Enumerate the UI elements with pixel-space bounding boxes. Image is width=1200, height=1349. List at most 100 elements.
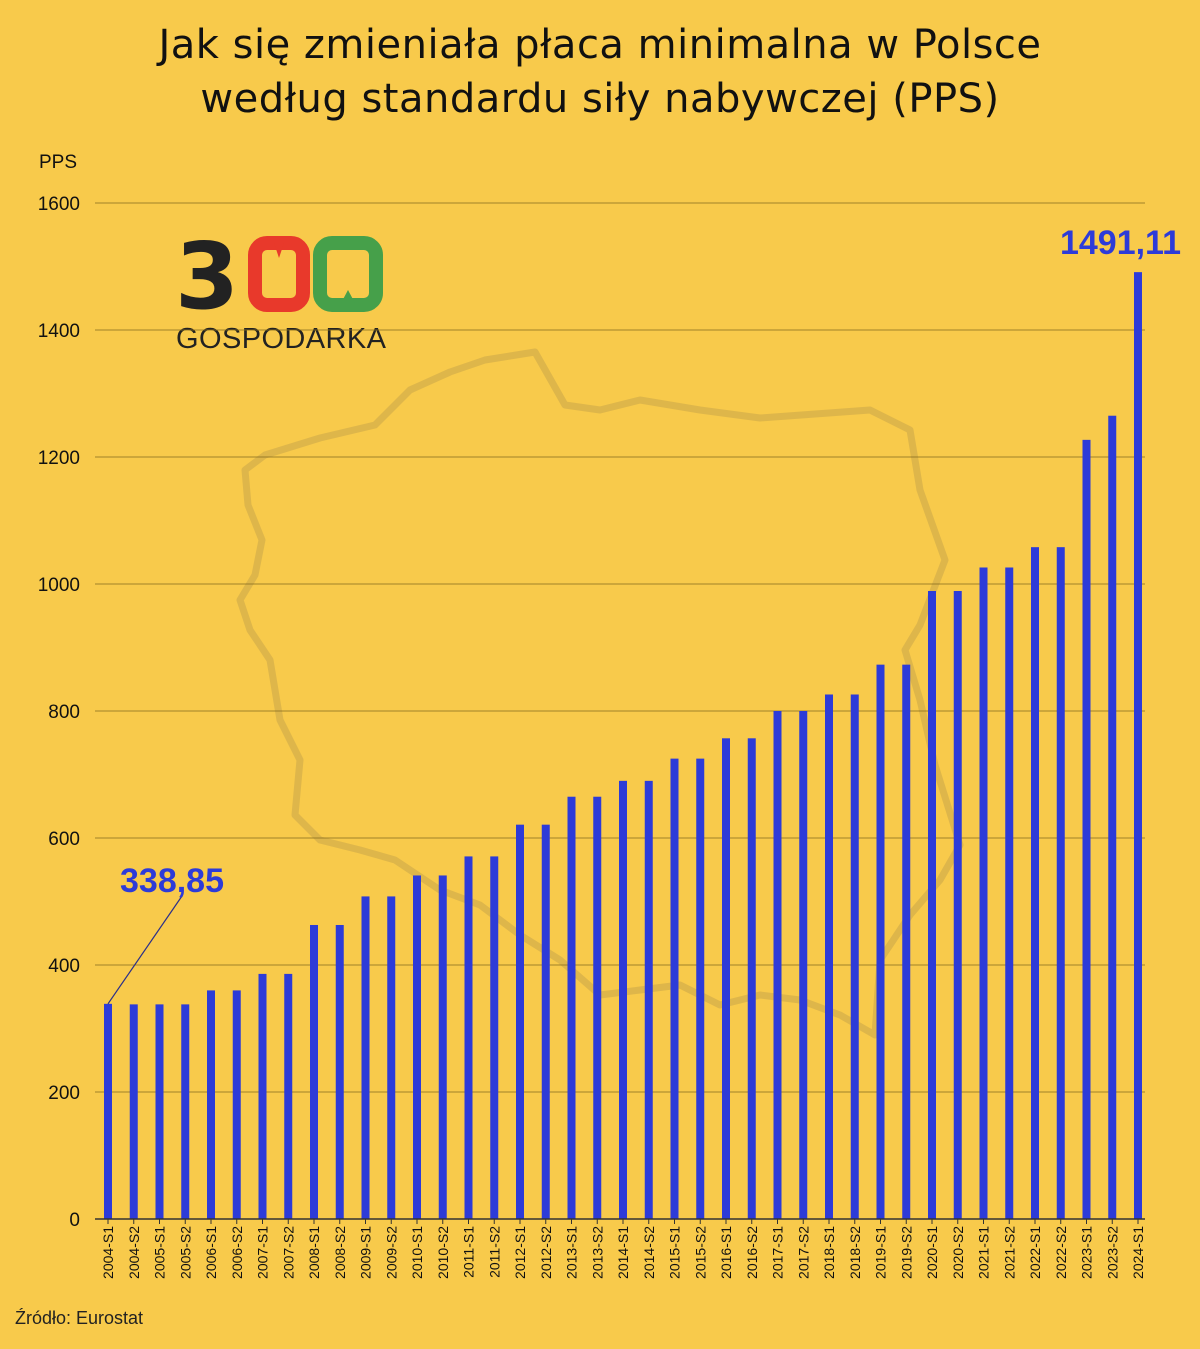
logo-300-gospodarka: 3 GOSPODARKA	[175, 223, 387, 355]
x-tick-label: 2015-S1	[667, 1226, 683, 1279]
x-tick-label: 2018-S1	[821, 1226, 837, 1279]
x-tick-label: 2017-S2	[795, 1226, 811, 1279]
bar-2020-S2	[953, 590, 962, 1219]
bar-2021-S1	[979, 567, 988, 1219]
logo-digit-3: 3	[175, 223, 239, 330]
x-tick-label: 2004-S1	[100, 1226, 116, 1279]
bar-2018-S1	[825, 694, 833, 1219]
y-tick-label: 0	[69, 1210, 80, 1231]
bar-2007-S1	[258, 973, 267, 1219]
bar-2018-S2	[850, 694, 859, 1219]
x-tick-label: 2010-S1	[409, 1226, 425, 1279]
bar-2022-S1	[1031, 547, 1039, 1219]
bar-2023-S1	[1082, 439, 1091, 1220]
title-line-2: według standardu siły nabywczej (PPS)	[200, 76, 1000, 122]
x-tick-label: 2019-S1	[873, 1226, 889, 1279]
x-tick-label: 2015-S2	[692, 1226, 708, 1279]
x-tick-label: 2023-S1	[1079, 1226, 1095, 1279]
x-tick-label: 2008-S2	[332, 1226, 348, 1279]
bar-2017-S2	[799, 711, 808, 1219]
bar-2011-S2	[490, 856, 499, 1219]
x-tick-label: 2019-S2	[898, 1226, 914, 1279]
x-tick-label: 2021-S1	[976, 1226, 992, 1279]
annotation-leader-line	[107, 895, 183, 1005]
bar-2017-S1	[773, 711, 782, 1219]
y-axis-ticks: 0 200 400 600 800 1000 1200 1400 1600	[38, 194, 80, 1231]
x-tick-label: 2022-S2	[1053, 1226, 1069, 1279]
x-tick-label: 2007-S1	[255, 1226, 271, 1279]
bar-2007-S2	[284, 973, 293, 1219]
x-tick-label: 2016-S2	[744, 1226, 760, 1279]
bar-2014-S2	[644, 780, 653, 1219]
y-tick-label: 400	[48, 956, 80, 977]
bar-2022-S2	[1056, 547, 1065, 1219]
x-tick-label: 2013-S1	[564, 1226, 580, 1279]
bar-2012-S1	[516, 824, 524, 1219]
x-tick-label: 2012-S1	[512, 1226, 528, 1279]
bar-2008-S2	[335, 924, 344, 1219]
bar-2014-S1	[619, 780, 627, 1219]
x-tick-label: 2016-S1	[718, 1226, 734, 1279]
bar-2004-S2	[129, 1004, 138, 1219]
bar-2012-S2	[541, 824, 550, 1219]
x-tick-label: 2011-S1	[461, 1226, 477, 1278]
x-tick-label: 2010-S2	[435, 1226, 451, 1279]
x-tick-label: 2013-S2	[589, 1226, 605, 1279]
x-tick-label: 2023-S2	[1104, 1226, 1120, 1279]
bar-2023-S2	[1108, 415, 1117, 1220]
x-tick-label: 2005-S1	[152, 1226, 168, 1279]
y-tick-label: 1000	[38, 575, 80, 596]
x-tick-label: 2024-S1	[1130, 1226, 1146, 1279]
x-tick-label: 2021-S2	[1001, 1226, 1017, 1279]
x-tick-label: 2018-S2	[847, 1226, 863, 1279]
annotations: 338,85 1491,11	[107, 224, 1181, 1005]
x-tick-label: 2022-S1	[1027, 1226, 1043, 1279]
bar-2011-S1	[464, 856, 473, 1219]
y-tick-label: 1600	[38, 194, 80, 215]
x-tick-label: 2011-S2	[486, 1226, 502, 1278]
x-tick-label: 2005-S2	[177, 1226, 193, 1279]
bar-2015-S2	[696, 758, 705, 1219]
data-label-2004-S1: 338,85	[120, 862, 224, 900]
x-tick-label: 2007-S2	[280, 1226, 296, 1279]
bar-2015-S1	[670, 758, 679, 1219]
bar-2008-S1	[310, 924, 318, 1219]
title-line-1: Jak się zmieniała płaca minimalna w Pols…	[158, 22, 1042, 68]
bar-2019-S2	[902, 664, 911, 1219]
y-tick-label: 600	[48, 829, 80, 850]
bar-2020-S1	[928, 590, 936, 1219]
x-tick-label: 2014-S2	[641, 1226, 657, 1279]
y-axis-label: PPS	[39, 152, 77, 173]
y-tick-label: 1200	[38, 448, 80, 469]
bar-2005-S1	[155, 1004, 164, 1219]
x-tick-label: 2020-S1	[924, 1226, 940, 1279]
bar-2013-S2	[593, 796, 602, 1219]
bar-2004-S1	[104, 1003, 112, 1219]
bar-2021-S2	[1005, 567, 1014, 1219]
bar-2019-S1	[876, 664, 885, 1219]
bar-2009-S1	[361, 896, 370, 1219]
bar-2006-S2	[232, 990, 241, 1219]
bar-2009-S2	[387, 896, 396, 1219]
bar-2016-S2	[747, 738, 756, 1219]
x-tick-label: 2004-S2	[126, 1226, 142, 1279]
bar-2010-S2	[438, 875, 447, 1219]
x-tick-label: 2020-S2	[950, 1226, 966, 1279]
x-tick-label: 2009-S1	[358, 1226, 374, 1279]
bar-2013-S1	[567, 796, 576, 1219]
y-tick-label: 1400	[38, 321, 80, 342]
data-label-2024-S1: 1491,11	[1060, 224, 1181, 262]
y-tick-label: 200	[48, 1083, 80, 1104]
x-tick-label: 2006-S1	[203, 1226, 219, 1279]
y-tick-label: 800	[48, 702, 80, 723]
x-tick-label: 2008-S1	[306, 1226, 322, 1279]
x-tick-label: 2009-S2	[383, 1226, 399, 1279]
bar-2010-S1	[413, 875, 421, 1219]
source-note: Źródło: Eurostat	[15, 1308, 144, 1328]
logo-wordmark: GOSPODARKA	[176, 323, 387, 355]
bar-2024-S1	[1134, 272, 1142, 1219]
bars	[104, 272, 1142, 1220]
x-tick-label: 2014-S1	[615, 1226, 631, 1279]
bar-2006-S1	[207, 990, 215, 1219]
